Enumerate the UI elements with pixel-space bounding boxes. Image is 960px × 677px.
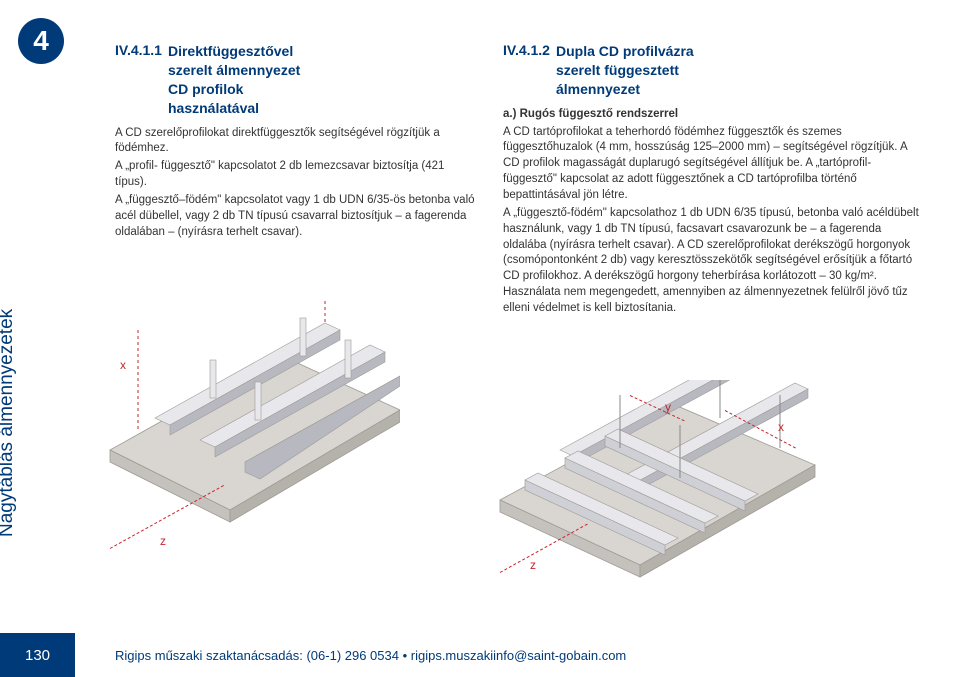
sub-heading: a.) Rugós függesztő rendszerrel bbox=[503, 107, 920, 123]
right-column: IV.4.1.2 Dupla CD profilvázra szerelt fü… bbox=[503, 42, 920, 319]
section-number: IV.4.1.1 bbox=[115, 42, 162, 118]
main-content: IV.4.1.1 Direktfüggesztővel szerelt álme… bbox=[115, 42, 920, 319]
section-heading-left: IV.4.1.1 Direktfüggesztővel szerelt álme… bbox=[115, 42, 475, 118]
left-column: IV.4.1.1 Direktfüggesztővel szerelt álme… bbox=[115, 42, 475, 319]
section-title-line: szerelt függesztett bbox=[556, 61, 694, 80]
section-title-line: Dupla CD profilvázra bbox=[556, 42, 694, 61]
page-footer: 130 Rigips műszaki szaktanácsadás: (06-1… bbox=[0, 633, 960, 677]
paragraph: A CD tartóprofilokat a teherhordó födémh… bbox=[503, 125, 920, 204]
page-number: 130 bbox=[0, 633, 75, 677]
section-title-line: szerelt álmennyezet bbox=[168, 61, 300, 80]
chapter-badge: 4 bbox=[18, 18, 64, 64]
axis-x-label: x bbox=[778, 420, 784, 434]
section-title-line: CD profilok bbox=[168, 80, 300, 99]
axis-z-label: z bbox=[160, 534, 166, 548]
section-title-line: Direktfüggesztővel bbox=[168, 42, 300, 61]
paragraph: A „függesztő-födém" kapcsolathoz 1 db UD… bbox=[503, 206, 920, 317]
ceiling-diagram-single bbox=[100, 300, 400, 580]
footer-contact: Rigips műszaki szaktanácsadás: (06-1) 29… bbox=[115, 648, 626, 663]
paragraph: A „profil- függesztő" kapcsolatot 2 db l… bbox=[115, 159, 475, 191]
diagram-left: x z bbox=[100, 300, 400, 580]
ceiling-diagram-double bbox=[490, 380, 820, 600]
section-title-line: használatával bbox=[168, 99, 300, 118]
paragraph: A „függesztő–födém" kapcsolatot vagy 1 d… bbox=[115, 193, 475, 241]
paragraph: A CD szerelőprofilokat direktfüggesztők … bbox=[115, 126, 475, 158]
axis-x-label: x bbox=[120, 358, 126, 372]
side-tab-label: Nagytáblás álmennyezetek bbox=[0, 309, 18, 537]
section-number: IV.4.1.2 bbox=[503, 42, 550, 99]
right-body: a.) Rugós függesztő rendszerrel A CD tar… bbox=[503, 107, 920, 317]
diagram-right: y x z bbox=[490, 380, 820, 600]
axis-z-label: z bbox=[530, 558, 536, 572]
section-heading-right: IV.4.1.2 Dupla CD profilvázra szerelt fü… bbox=[503, 42, 920, 99]
section-title-line: álmennyezet bbox=[556, 80, 694, 99]
left-body: A CD szerelőprofilokat direktfüggesztők … bbox=[115, 126, 475, 241]
